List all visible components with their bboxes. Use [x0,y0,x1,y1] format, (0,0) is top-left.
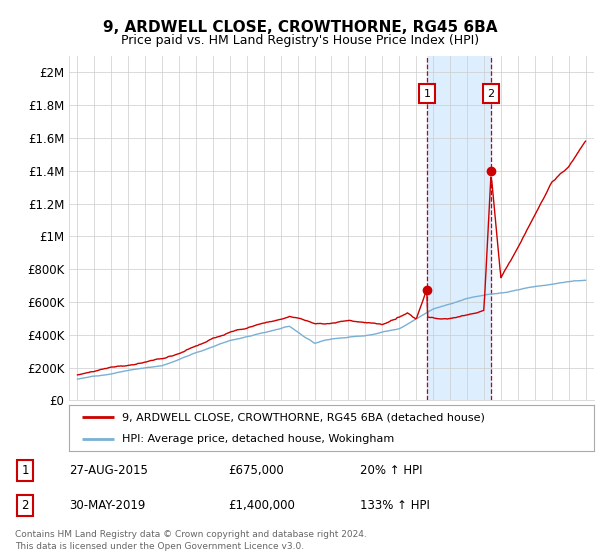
Text: 27-AUG-2015: 27-AUG-2015 [69,464,148,477]
Text: 9, ARDWELL CLOSE, CROWTHORNE, RG45 6BA: 9, ARDWELL CLOSE, CROWTHORNE, RG45 6BA [103,20,497,35]
Text: £675,000: £675,000 [228,464,284,477]
Text: 133% ↑ HPI: 133% ↑ HPI [360,499,430,512]
Bar [427,56,491,400]
Text: 1: 1 [22,464,29,477]
Text: 9, ARDWELL CLOSE, CROWTHORNE, RG45 6BA (detached house): 9, ARDWELL CLOSE, CROWTHORNE, RG45 6BA (… [121,412,484,422]
Text: 1: 1 [424,88,431,99]
Text: 2: 2 [487,88,494,99]
Text: 2: 2 [22,499,29,512]
Text: 20% ↑ HPI: 20% ↑ HPI [360,464,422,477]
Text: £1,400,000: £1,400,000 [228,499,295,512]
Text: 30-MAY-2019: 30-MAY-2019 [69,499,145,512]
Text: HPI: Average price, detached house, Wokingham: HPI: Average price, detached house, Woki… [121,435,394,444]
Text: Contains HM Land Registry data © Crown copyright and database right 2024.
This d: Contains HM Land Registry data © Crown c… [15,530,367,551]
Text: Price paid vs. HM Land Registry's House Price Index (HPI): Price paid vs. HM Land Registry's House … [121,34,479,46]
